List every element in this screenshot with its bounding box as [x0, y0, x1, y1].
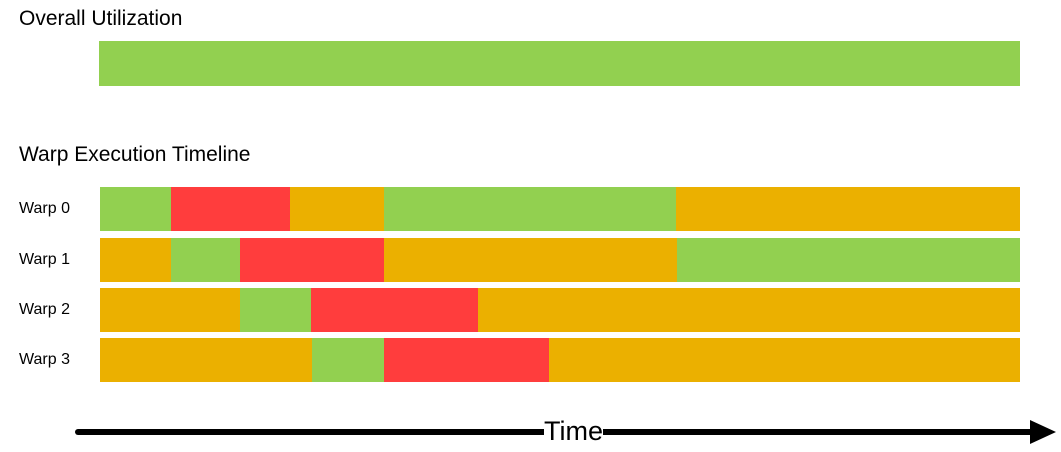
timeline-segment-executing: [312, 338, 384, 382]
timeline-segment-waiting: [549, 338, 1020, 382]
time-arrow-head: [1030, 420, 1056, 444]
warp-track: [100, 338, 1020, 382]
warp-track: [100, 288, 1020, 332]
warp-track: [100, 238, 1020, 282]
warp-row: Warp 1: [0, 238, 1061, 282]
warp-row: Warp 0: [0, 187, 1061, 231]
overall-utilization-title: Overall Utilization: [19, 7, 183, 30]
timeline-segment-waiting: [676, 187, 1020, 231]
time-arrow: [75, 420, 1056, 444]
timeline-segment-executing: [171, 238, 240, 282]
warp-track: [100, 187, 1020, 231]
warp-timeline-title: Warp Execution Timeline: [19, 143, 251, 166]
timeline-segment-executing: [240, 288, 311, 332]
timeline-segment-waiting: [100, 338, 312, 382]
timeline-segment-waiting: [384, 238, 677, 282]
timeline-segment-waiting: [100, 288, 240, 332]
time-axis: Time: [0, 410, 1061, 452]
timeline-segment-executing: [677, 238, 1020, 282]
warp-row: Warp 2: [0, 288, 1061, 332]
warp-label: Warp 1: [19, 251, 70, 268]
warp-label: Warp 3: [19, 351, 70, 368]
timeline-segment-executing: [384, 187, 676, 231]
timeline-segment-stalled: [311, 288, 478, 332]
warp-row: Warp 3: [0, 338, 1061, 382]
timeline-segment-executing: [100, 187, 171, 231]
overall-utilization-bar: [99, 41, 1020, 86]
timeline-segment-stalled: [171, 187, 290, 231]
timeline-segment-stalled: [240, 238, 384, 282]
timeline-segment-waiting: [100, 238, 171, 282]
warp-label: Warp 0: [19, 200, 70, 217]
timeline-segment-stalled: [384, 338, 549, 382]
timeline-segment-waiting: [290, 187, 384, 231]
warp-label: Warp 2: [19, 301, 70, 318]
timeline-segment-waiting: [478, 288, 1020, 332]
time-axis-label: Time: [544, 416, 603, 446]
